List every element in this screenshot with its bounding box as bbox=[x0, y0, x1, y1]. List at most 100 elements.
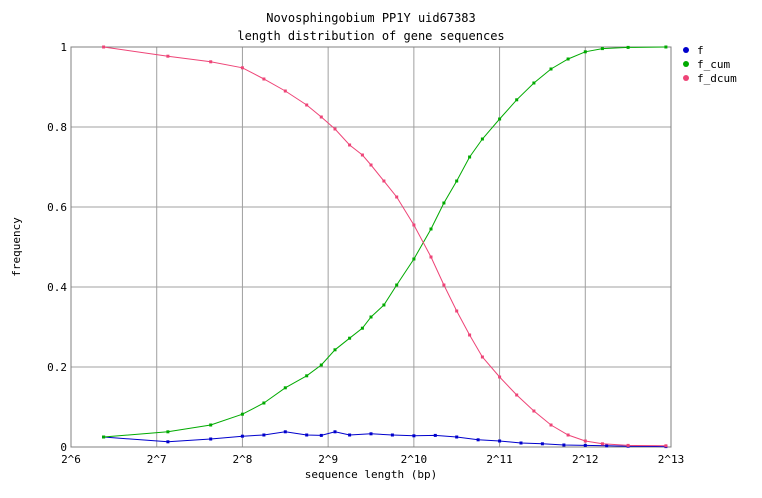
data-point bbox=[455, 179, 459, 183]
data-point bbox=[468, 155, 472, 159]
x-tick-label: 2^12 bbox=[572, 453, 599, 466]
data-point bbox=[209, 437, 213, 441]
legend-marker bbox=[683, 47, 689, 53]
data-point bbox=[468, 333, 472, 337]
data-point bbox=[382, 303, 386, 307]
data-point bbox=[480, 355, 484, 359]
data-point bbox=[240, 412, 244, 416]
series-line bbox=[103, 46, 666, 438]
data-point bbox=[515, 98, 519, 102]
data-point bbox=[583, 443, 587, 447]
y-tick-label: 0.2 bbox=[47, 361, 67, 374]
data-point bbox=[498, 375, 502, 379]
data-point bbox=[605, 444, 609, 448]
data-point bbox=[102, 435, 106, 439]
grid bbox=[71, 47, 671, 447]
data-point bbox=[382, 179, 386, 183]
y-tick-label: 1 bbox=[60, 41, 67, 54]
x-axis-ticks: 2^6 2^7 2^8 2^9 2^10 2^11 2^12 2^13 bbox=[61, 453, 684, 466]
data-point bbox=[262, 401, 266, 405]
y-tick-label: 0.8 bbox=[47, 121, 67, 134]
legend-label: f_dcum bbox=[697, 72, 737, 85]
data-point bbox=[480, 137, 484, 141]
data-point bbox=[532, 409, 536, 413]
data-point bbox=[583, 50, 587, 54]
data-point bbox=[262, 77, 266, 81]
data-point bbox=[360, 153, 364, 157]
x-axis-label: sequence length (bp) bbox=[305, 468, 437, 481]
data-point bbox=[360, 326, 364, 330]
legend-label: f_cum bbox=[697, 58, 730, 71]
legend-marker bbox=[683, 75, 689, 81]
series-line bbox=[103, 431, 666, 448]
chart-subtitle: length distribution of gene sequences bbox=[237, 29, 504, 43]
data-point bbox=[412, 434, 416, 438]
data-point bbox=[262, 433, 266, 437]
data-point bbox=[566, 57, 570, 61]
data-point bbox=[626, 45, 630, 49]
x-tick-label: 2^9 bbox=[318, 453, 338, 466]
y-axis-label: frequency bbox=[10, 217, 23, 277]
data-point bbox=[600, 47, 604, 51]
data-point bbox=[209, 423, 213, 427]
data-point bbox=[333, 127, 337, 131]
series-group bbox=[102, 45, 668, 449]
data-point bbox=[166, 54, 170, 58]
data-point bbox=[348, 336, 352, 340]
data-point bbox=[498, 117, 502, 121]
data-point bbox=[390, 433, 394, 437]
data-point bbox=[166, 430, 170, 434]
data-point bbox=[429, 227, 433, 231]
data-point bbox=[442, 283, 446, 287]
legend-marker bbox=[683, 61, 689, 67]
y-axis-ticks: 0 0.2 0.4 0.6 0.8 1 bbox=[47, 41, 67, 454]
data-point bbox=[240, 434, 244, 438]
data-point bbox=[540, 442, 544, 446]
data-point bbox=[455, 309, 459, 313]
data-point bbox=[209, 60, 213, 64]
data-point bbox=[562, 443, 566, 447]
data-point bbox=[240, 66, 244, 70]
data-point bbox=[433, 433, 437, 437]
data-point bbox=[305, 433, 309, 437]
legend-label: f bbox=[697, 44, 704, 57]
data-point bbox=[333, 348, 337, 352]
data-point bbox=[549, 67, 553, 71]
data-point bbox=[102, 45, 106, 49]
y-tick-label: 0.6 bbox=[47, 201, 67, 214]
data-point bbox=[305, 103, 309, 107]
data-point bbox=[369, 432, 373, 436]
data-point bbox=[532, 81, 536, 85]
data-point bbox=[283, 386, 287, 390]
data-point bbox=[626, 443, 630, 447]
data-point bbox=[319, 115, 323, 119]
data-point bbox=[395, 283, 399, 287]
data-point bbox=[319, 433, 323, 437]
data-point bbox=[395, 195, 399, 199]
data-point bbox=[412, 257, 416, 261]
data-point bbox=[519, 441, 523, 445]
y-tick-label: 0 bbox=[60, 441, 67, 454]
data-point bbox=[333, 430, 337, 434]
data-point bbox=[442, 201, 446, 205]
data-point bbox=[600, 442, 604, 446]
x-tick-label: 2^6 bbox=[61, 453, 81, 466]
data-point bbox=[412, 223, 416, 227]
data-point bbox=[369, 163, 373, 167]
series-f_dcum bbox=[102, 45, 668, 448]
x-tick-label: 2^7 bbox=[147, 453, 167, 466]
data-point bbox=[348, 433, 352, 437]
data-point bbox=[476, 438, 480, 442]
series-f bbox=[102, 430, 668, 449]
data-point bbox=[369, 315, 373, 319]
data-point bbox=[283, 430, 287, 434]
series-f_cum bbox=[102, 45, 668, 439]
data-point bbox=[429, 255, 433, 259]
data-point bbox=[583, 439, 587, 443]
data-point bbox=[305, 374, 309, 378]
data-point bbox=[455, 435, 459, 439]
data-point bbox=[549, 423, 553, 427]
plot-area-frame bbox=[70, 46, 672, 448]
